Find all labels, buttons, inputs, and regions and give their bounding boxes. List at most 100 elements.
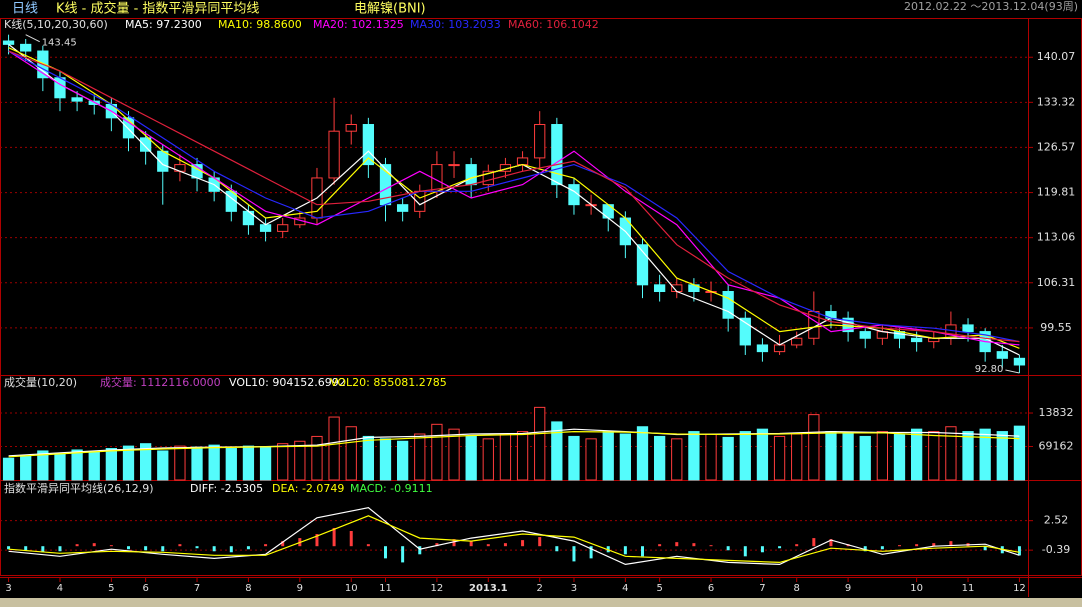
volume-bar xyxy=(671,438,683,481)
candle-body xyxy=(756,344,769,353)
candle-body xyxy=(910,337,923,343)
volume-bar xyxy=(534,406,546,481)
volume-bar xyxy=(910,428,923,481)
legend-entry: MA60: 106.1042 xyxy=(508,18,599,31)
volume-bar xyxy=(20,455,32,481)
candle-body xyxy=(773,344,786,353)
candle-body xyxy=(945,324,957,339)
volume-bar xyxy=(979,428,991,481)
volume-bar xyxy=(996,431,1008,481)
x-tick-label: 7 xyxy=(759,583,765,594)
candle-body xyxy=(122,117,135,139)
legend-entry: VOL20: 855081.2785 xyxy=(330,376,447,389)
period: 日线 xyxy=(12,2,38,17)
volume-bar xyxy=(105,448,118,481)
x-tick-label: 3 xyxy=(571,583,577,594)
candle-body xyxy=(516,157,529,166)
volume-bar xyxy=(294,440,306,481)
series-line xyxy=(8,507,1020,566)
volume-bar xyxy=(893,433,906,481)
x-tick-label: 2 xyxy=(537,583,543,594)
volume-bar xyxy=(2,457,15,481)
candle-body xyxy=(448,164,460,167)
y-tick-label: 99.55 xyxy=(1040,321,1072,334)
volume-bar xyxy=(585,438,597,481)
panel-title: 指数平滑异同平均线(26,12,9) xyxy=(4,481,154,495)
volume-bar xyxy=(225,448,237,481)
volume-bar xyxy=(516,431,529,481)
volume-bar xyxy=(859,435,871,481)
volume-bar xyxy=(1013,425,1026,481)
volume-bar xyxy=(396,440,409,481)
x-tick-label: 2013.1 xyxy=(469,583,508,594)
legend-entry: DEA: -2.0749 xyxy=(272,482,344,495)
volume-bar xyxy=(242,445,255,481)
volume-bar xyxy=(636,426,649,481)
volume-bar xyxy=(876,431,889,481)
candle-body xyxy=(2,40,15,45)
volume-bar xyxy=(791,433,803,481)
volume-bar xyxy=(499,433,512,481)
volume-bar xyxy=(174,445,186,481)
x-tick-label: 12 xyxy=(1013,583,1026,594)
candle-body xyxy=(20,43,32,52)
y-tick-label: 126.57 xyxy=(1037,140,1076,153)
candle-body xyxy=(54,77,66,99)
volume-bar xyxy=(259,446,272,481)
volume-bar xyxy=(37,450,49,481)
candle-body xyxy=(328,130,340,179)
volume-bar xyxy=(688,431,700,481)
volume-bar xyxy=(277,443,289,481)
volume-bar xyxy=(379,438,392,481)
x-tick-label: 8 xyxy=(245,583,251,594)
volume-bar xyxy=(945,426,957,481)
volume-bar xyxy=(962,431,974,481)
volume-bar xyxy=(122,445,135,481)
volume-bar xyxy=(311,435,323,481)
candle-body xyxy=(482,170,494,186)
candle-body xyxy=(962,324,974,333)
x-tick-label: 3 xyxy=(5,583,11,594)
series-line xyxy=(8,50,1020,343)
annotation: 143.45 xyxy=(42,38,77,49)
x-tick-label: 6 xyxy=(142,583,148,594)
volume-bar xyxy=(448,428,460,481)
candle-body xyxy=(1013,357,1026,366)
volume-bar xyxy=(653,435,666,481)
candle-body xyxy=(396,204,409,212)
candle-body xyxy=(739,317,751,346)
x-tick-label: 12 xyxy=(431,583,444,594)
candle-body xyxy=(636,244,649,286)
x-tick-label: 9 xyxy=(297,583,303,594)
annotation-line xyxy=(25,34,40,43)
x-tick-label: 9 xyxy=(845,583,851,594)
indicators: K线 - 成交量 - 指数平滑异同平均线 xyxy=(56,1,259,17)
x-tick-label: 5 xyxy=(108,583,114,594)
candle-body xyxy=(277,224,289,232)
volume-bar xyxy=(362,435,375,481)
volume-bar xyxy=(619,433,632,481)
volume-bar xyxy=(825,431,837,481)
annotation: 92.80 xyxy=(975,364,1004,375)
x-tick-label: 10 xyxy=(910,583,923,594)
symbol: 电解镍(BNI) xyxy=(354,2,426,17)
candle-body xyxy=(722,291,734,319)
volume-bar xyxy=(345,426,357,481)
legend-entry: VOL10: 904152.6992 xyxy=(229,376,346,389)
date-range: 2012.02.22 ～2013.12.04(93周) xyxy=(904,0,1078,13)
annotation-line xyxy=(1005,369,1020,374)
x-tick-label: 11 xyxy=(379,583,392,594)
legend-entry: MACD: -0.9111 xyxy=(350,482,433,495)
volume-bar xyxy=(431,423,443,481)
volume-bar xyxy=(705,433,717,481)
legend-entry: MA20: 102.1325 xyxy=(313,18,404,31)
volume-bar xyxy=(739,431,751,481)
x-tick-label: 8 xyxy=(794,583,800,594)
y-tick-label: 106.31 xyxy=(1037,276,1076,289)
y-tick-label: 140.07 xyxy=(1037,50,1076,63)
legend-entry: DIFF: -2.5305 xyxy=(190,482,263,495)
x-tick-label: 6 xyxy=(708,583,714,594)
y-tick-label: 119.81 xyxy=(1037,186,1076,199)
candle-body xyxy=(259,224,272,232)
legend-entry: MA5: 97.2300 xyxy=(125,18,202,31)
